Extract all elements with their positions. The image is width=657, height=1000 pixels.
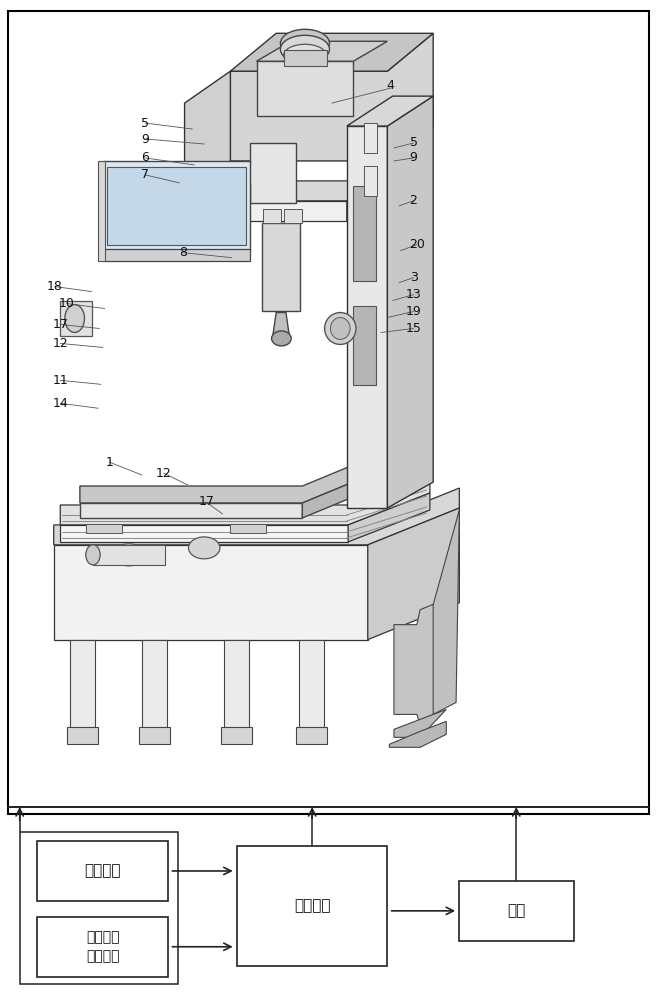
Polygon shape <box>256 61 353 116</box>
Ellipse shape <box>271 331 291 346</box>
FancyBboxPatch shape <box>237 846 388 966</box>
Ellipse shape <box>86 545 100 565</box>
Polygon shape <box>145 201 347 221</box>
Polygon shape <box>347 173 393 221</box>
Polygon shape <box>185 71 231 193</box>
Polygon shape <box>394 709 446 737</box>
Polygon shape <box>67 727 98 744</box>
Polygon shape <box>60 473 430 525</box>
FancyBboxPatch shape <box>37 917 168 977</box>
Polygon shape <box>348 493 430 542</box>
Bar <box>60 301 92 336</box>
Polygon shape <box>390 721 446 747</box>
Polygon shape <box>256 41 388 61</box>
Polygon shape <box>80 454 380 503</box>
Polygon shape <box>145 153 393 201</box>
Text: 操作面板: 操作面板 <box>85 863 121 878</box>
Polygon shape <box>347 126 388 508</box>
Ellipse shape <box>330 318 350 339</box>
Bar <box>353 306 376 385</box>
Polygon shape <box>273 313 289 335</box>
Bar <box>261 223 300 311</box>
Bar <box>364 123 377 153</box>
Text: 10: 10 <box>59 297 75 310</box>
Polygon shape <box>139 727 170 744</box>
Bar <box>8 11 649 814</box>
Ellipse shape <box>281 35 329 63</box>
Text: 17: 17 <box>198 495 214 508</box>
Text: 控制系统: 控制系统 <box>294 898 330 913</box>
Text: 5: 5 <box>141 117 149 130</box>
Polygon shape <box>87 524 122 533</box>
Bar <box>284 50 327 66</box>
Polygon shape <box>231 524 266 533</box>
Polygon shape <box>145 143 296 203</box>
Polygon shape <box>347 96 433 126</box>
Bar <box>284 209 302 223</box>
Text: 2: 2 <box>409 194 417 207</box>
Ellipse shape <box>325 313 356 344</box>
Polygon shape <box>60 525 348 542</box>
Bar <box>263 209 281 223</box>
Text: 工件到位
检测装置: 工件到位 检测装置 <box>86 931 120 963</box>
Ellipse shape <box>189 537 220 559</box>
Polygon shape <box>231 33 433 161</box>
Text: 6: 6 <box>141 151 149 164</box>
Text: 14: 14 <box>53 397 68 410</box>
Text: 4: 4 <box>387 79 395 92</box>
Bar <box>107 167 246 245</box>
Polygon shape <box>299 640 324 729</box>
Polygon shape <box>302 471 380 518</box>
Ellipse shape <box>281 29 329 57</box>
Polygon shape <box>54 488 459 545</box>
Text: 18: 18 <box>47 280 63 293</box>
Text: 5: 5 <box>409 136 418 149</box>
Polygon shape <box>296 727 327 744</box>
Text: 9: 9 <box>141 133 149 146</box>
Text: 15: 15 <box>405 322 422 335</box>
Polygon shape <box>388 96 433 508</box>
Polygon shape <box>224 640 249 729</box>
Text: 20: 20 <box>409 238 425 251</box>
FancyBboxPatch shape <box>459 881 574 941</box>
Polygon shape <box>368 508 459 640</box>
Ellipse shape <box>284 44 327 66</box>
Text: 3: 3 <box>409 271 417 284</box>
Polygon shape <box>221 727 252 744</box>
Bar <box>353 186 376 281</box>
Polygon shape <box>98 161 104 261</box>
Polygon shape <box>142 640 167 729</box>
Text: 1: 1 <box>105 456 113 469</box>
Polygon shape <box>231 33 433 71</box>
Ellipse shape <box>65 305 85 332</box>
Polygon shape <box>102 249 250 261</box>
Text: 13: 13 <box>405 288 421 301</box>
Text: 17: 17 <box>53 318 68 331</box>
Text: 9: 9 <box>409 151 417 164</box>
Polygon shape <box>394 602 440 724</box>
Bar <box>93 545 165 565</box>
Text: 7: 7 <box>141 168 149 181</box>
Polygon shape <box>433 510 459 714</box>
Text: 19: 19 <box>405 305 421 318</box>
Text: 12: 12 <box>156 467 171 480</box>
Text: 11: 11 <box>53 374 68 387</box>
Polygon shape <box>80 503 302 518</box>
Polygon shape <box>102 161 250 251</box>
Ellipse shape <box>111 544 147 566</box>
Text: 8: 8 <box>179 246 187 259</box>
FancyBboxPatch shape <box>37 841 168 901</box>
Polygon shape <box>54 545 368 640</box>
Text: 12: 12 <box>53 337 68 350</box>
Bar <box>364 166 377 196</box>
Polygon shape <box>70 640 95 729</box>
Text: 焊机: 焊机 <box>507 903 526 918</box>
